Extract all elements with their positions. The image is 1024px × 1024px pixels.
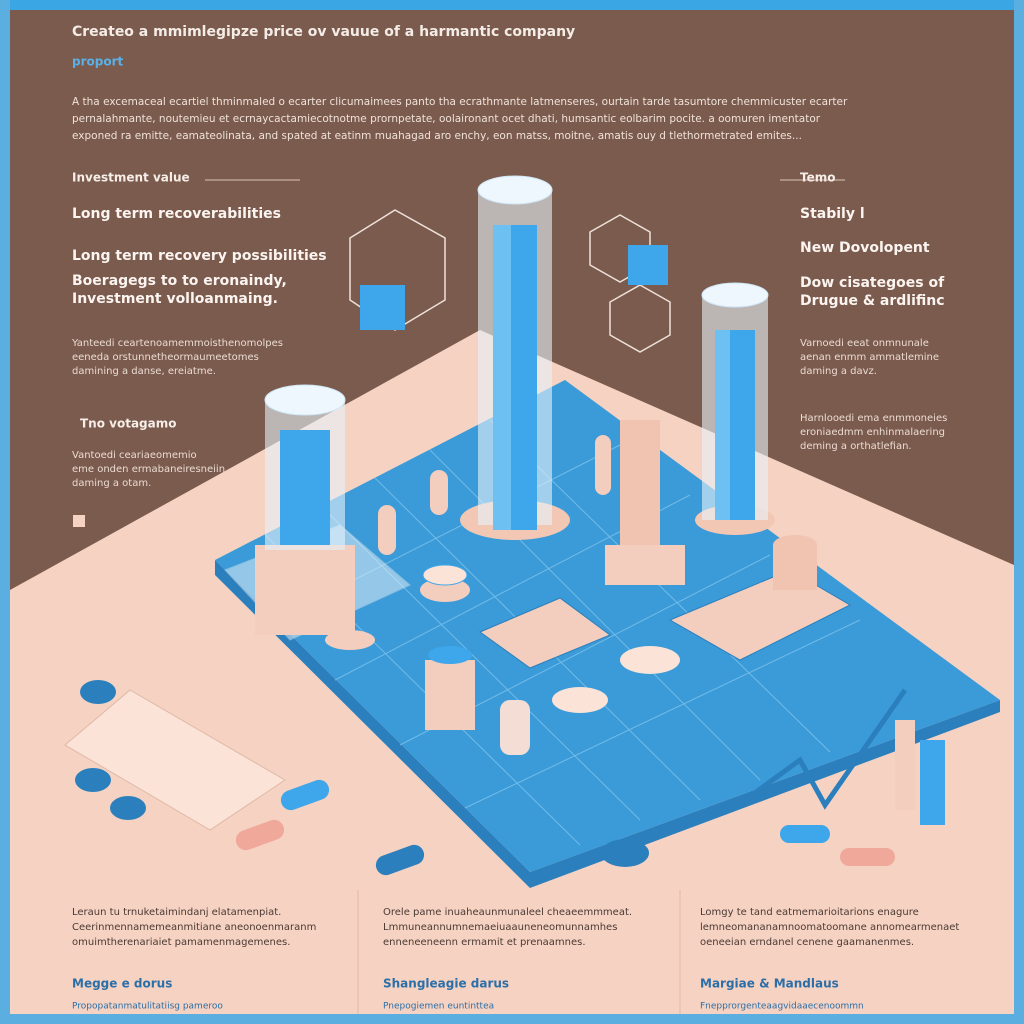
right-paragraph: aenan enmm ammatlemine [800, 352, 939, 363]
capsule [780, 825, 830, 843]
left-note: Boeragegs to to eronaindy, [72, 273, 287, 289]
left-paragraph: Yanteedi ceartenoamemmoisthenomolpes [71, 338, 283, 349]
footer-text: enneneeneenn ermamit et prenaamnes. [383, 937, 586, 948]
trend-icon [743, 688, 945, 825]
right-heading: Temo [800, 171, 835, 185]
title: Createo a mmimlegipze price ov vauue of … [72, 24, 575, 40]
cube [360, 285, 405, 330]
footer-caption: Propopatanmatulitatiisg pameroo [72, 1002, 223, 1012]
left-subheading: Tno votagamo [80, 417, 177, 431]
intro-line: A tha excemaceal ecartiel thminmaled o e… [72, 96, 848, 108]
left-item: Long term recovery possibilities [72, 248, 327, 264]
board [215, 380, 1000, 872]
bullet [73, 515, 85, 527]
left-item: Long term recoverabilities [72, 206, 281, 222]
intro-line: pernalahmante, noutemieu et ecrnaycactam… [72, 113, 821, 125]
right-paragraph: Varnoedi eeat onmnunale [800, 338, 929, 349]
footer-text: Orele pame inuaheaunmunaleel cheaeemmmea… [383, 907, 632, 918]
capsule [375, 844, 425, 876]
props [378, 420, 852, 755]
cylinder-right [695, 282, 775, 535]
capsule [280, 779, 330, 811]
left-paragraph: daming a otam. [72, 478, 151, 489]
left-note: Investment volloanmaing. [72, 291, 278, 307]
right-note: Drugue & ardlifinc [800, 293, 945, 309]
document [64, 689, 286, 831]
footer-heading: Megge e dorus [72, 977, 172, 991]
right-paragraph: Harnlooedi ema enmmoneies [800, 413, 947, 424]
intro-line: exponed ra emitte, eamateolinata, and sp… [72, 130, 802, 142]
left-paragraph: eeneda orstunnetheormaumeetomes [72, 352, 259, 363]
footer-text: Leraun tu trnuketaimindanj elatamenpiat. [72, 907, 281, 918]
left-paragraph: Vantoedi ceariaeomemio [72, 450, 197, 461]
cylinder-left [224, 384, 411, 650]
footer-heading: Shangleagie darus [383, 977, 509, 991]
pill [75, 768, 111, 792]
pill [80, 680, 116, 704]
capsule [840, 848, 895, 866]
left-heading: Investment value [72, 171, 190, 185]
footer-caption: Fnepprorgenteaagvidaaecenoommn [700, 1002, 864, 1012]
right-paragraph: deming a orthatlefian. [800, 441, 912, 452]
footer-text: omuimtherenariaiet pamamenmagemenes. [72, 937, 290, 948]
footer-heading: Margiae & Mandlaus [700, 977, 839, 991]
left-paragraph: damining a danse, ereiatme. [72, 366, 216, 377]
footer-text: lemneomananamnoomatoomane annomearmenaet [700, 922, 959, 933]
footer-text: oeneeian erndanel cenene gaamanenmes. [700, 937, 914, 948]
top-bar [10, 0, 1014, 10]
right-note: Dow cisategoes of [800, 275, 945, 291]
right-paragraph: eroniaedmm enhinmalaering [800, 427, 945, 438]
footer-text: Lmmuneannumnemaeiuaauneneomunnamhes [383, 922, 617, 933]
subtitle: proport [72, 55, 124, 69]
board-edge [215, 560, 1000, 888]
right-item: Stabily l [800, 206, 865, 222]
left-paragraph: eme onden ermabaneiresneiin [72, 464, 225, 475]
pill [601, 839, 649, 867]
right-paragraph: daming a davz. [800, 366, 877, 377]
capsule [235, 819, 285, 851]
cube [628, 245, 668, 285]
cylinder-tall [460, 175, 570, 540]
footer-text: Ceerinmennamemeanmitiane aneonoenmaranm [72, 922, 316, 933]
pill [110, 796, 146, 820]
footer-text: Lomgy te tand eatmemarioitarions enagure [700, 907, 919, 918]
right-item: New Dovolopent [800, 240, 930, 256]
footer-caption: Pnepogiemen euntinttea [383, 1002, 494, 1012]
